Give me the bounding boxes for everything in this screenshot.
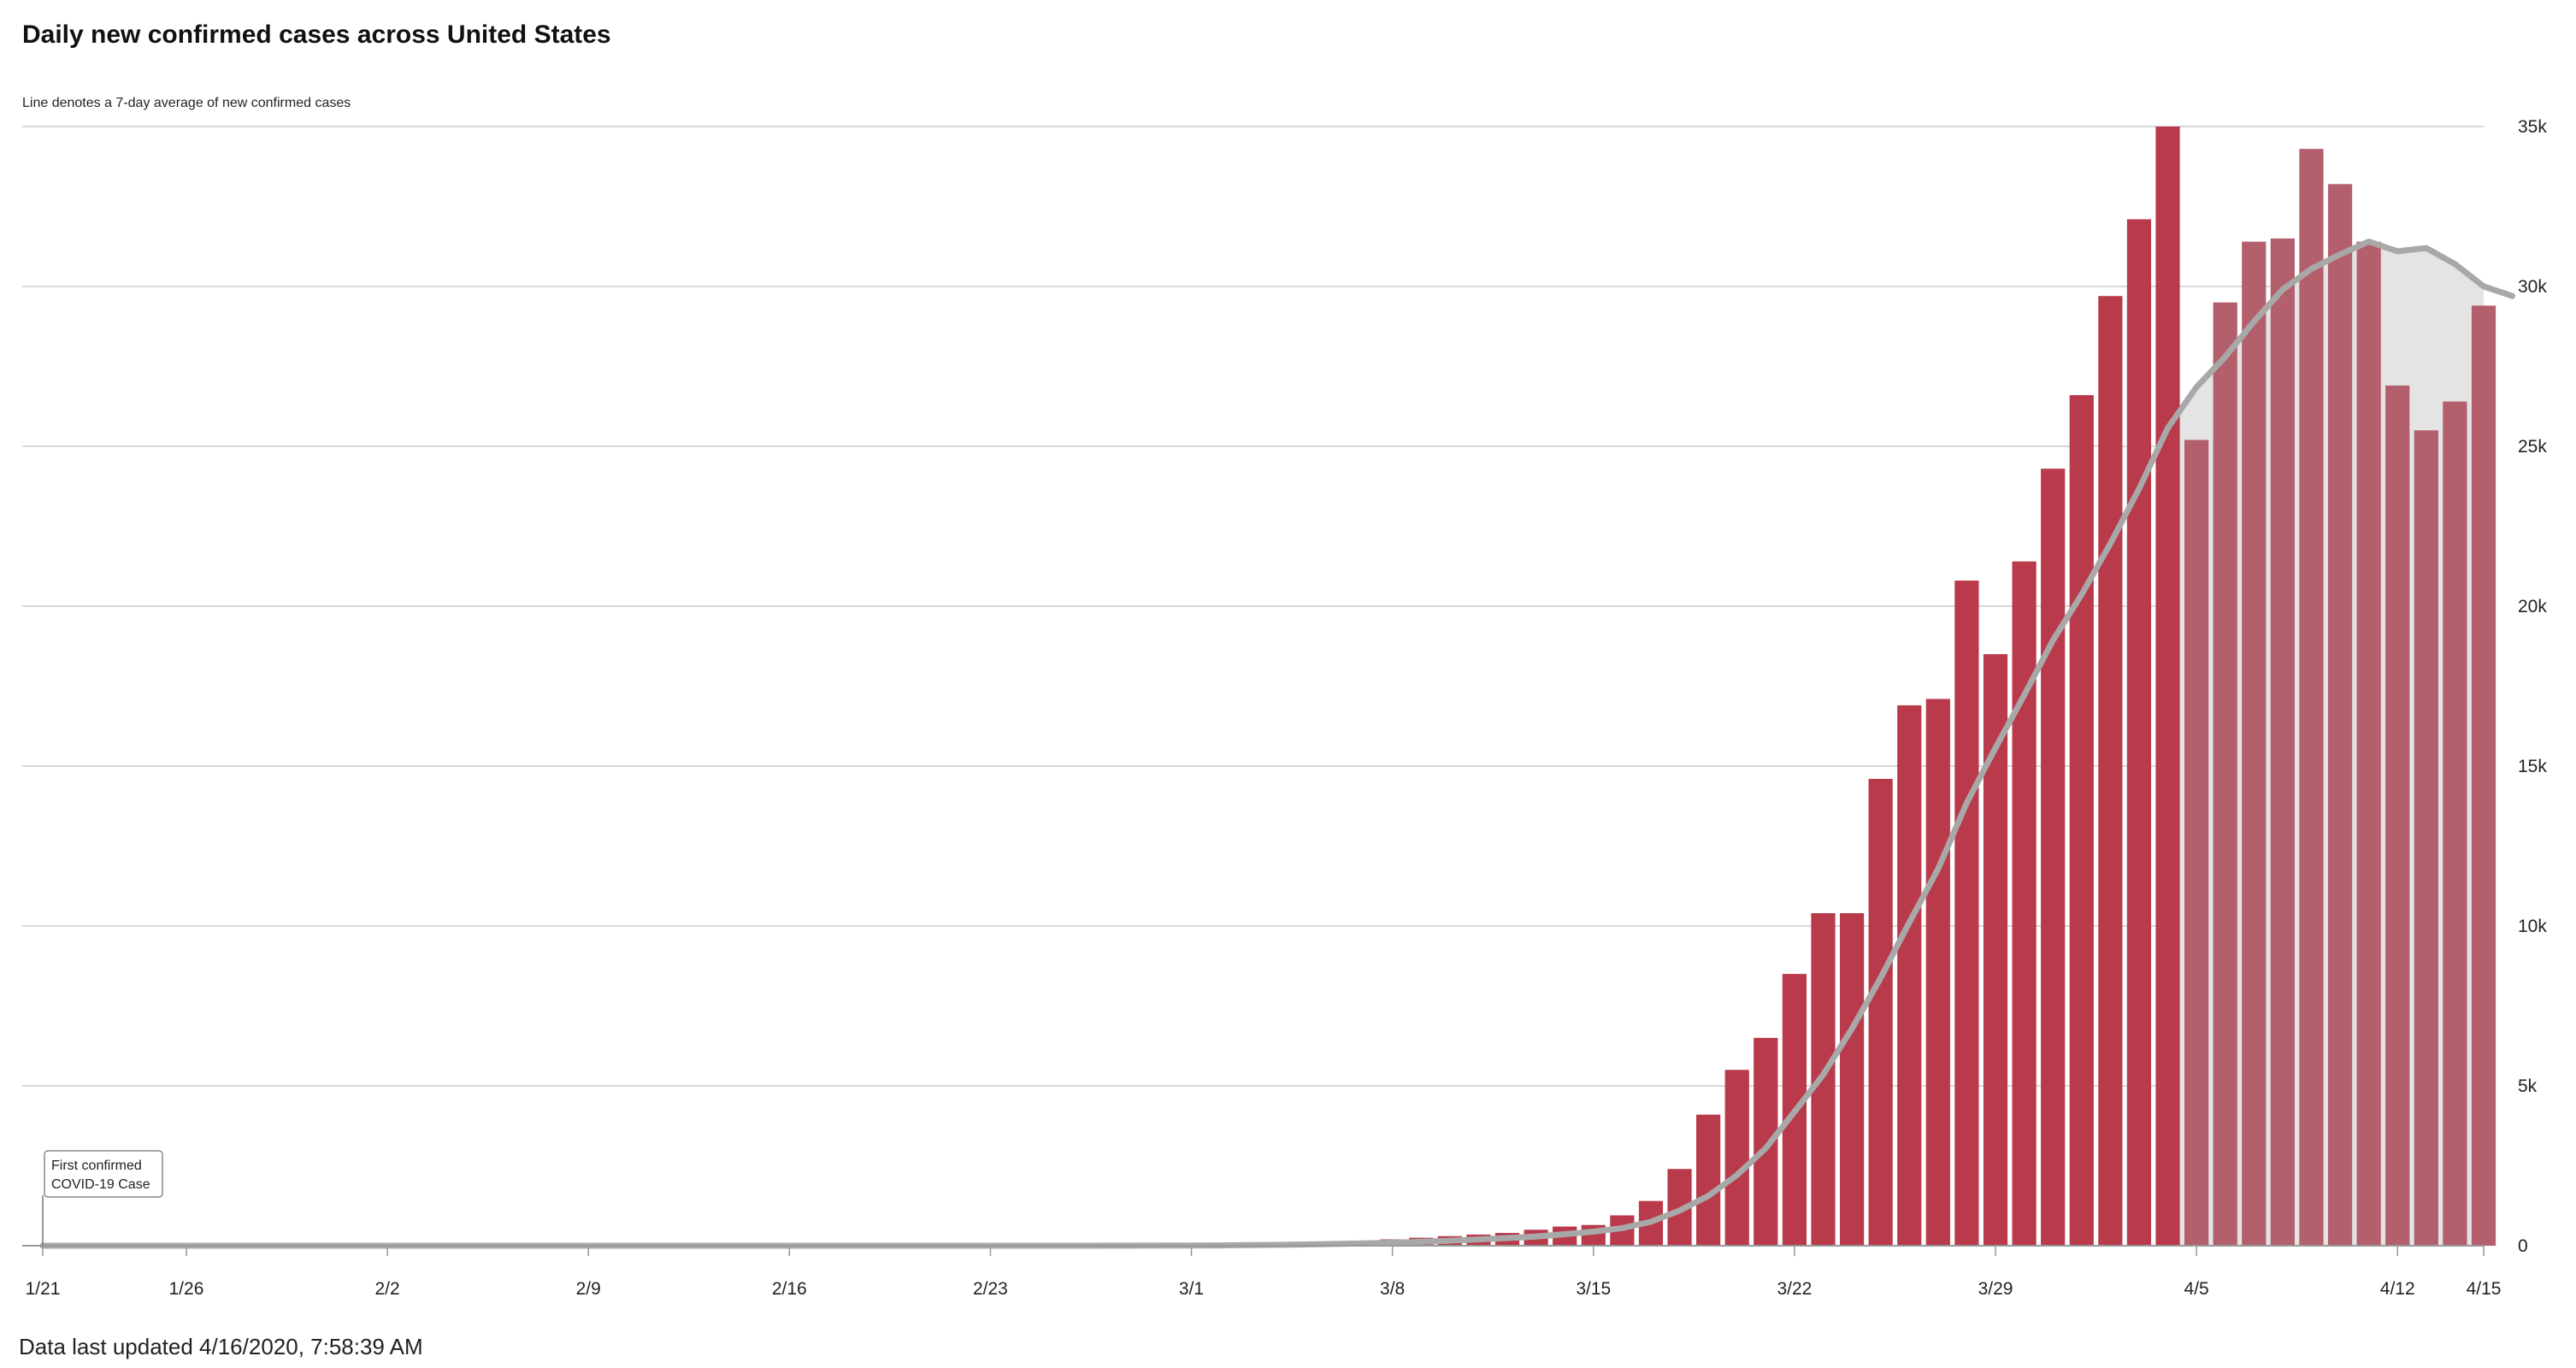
case-bar xyxy=(2270,238,2295,1246)
x-tick-label: 3/8 xyxy=(1380,1279,1405,1299)
x-tick-label: 3/1 xyxy=(1179,1279,1204,1299)
case-bar xyxy=(2471,305,2496,1247)
y-tick-label: 0 xyxy=(2518,1236,2528,1256)
case-bar xyxy=(2414,430,2438,1246)
case-bar xyxy=(2443,401,2467,1246)
case-bar xyxy=(1954,581,1979,1246)
first-case-annotation: First confirmed COVID-19 Case xyxy=(42,1150,163,1246)
case-bar xyxy=(1925,699,1950,1246)
y-tick-label: 10k xyxy=(2518,917,2547,936)
case-bar xyxy=(2385,385,2410,1246)
case-bar xyxy=(2327,184,2353,1246)
case-bar xyxy=(1724,1070,1749,1246)
annotation-text: COVID-19 Case xyxy=(51,1177,150,1192)
case-bar xyxy=(2184,439,2209,1246)
y-axis-labels: 0 5k 10k 15k 20k 25k 30k 35k xyxy=(2518,117,2547,1256)
x-tick-label: 2/23 xyxy=(973,1279,1008,1299)
y-tick-label: 25k xyxy=(2518,437,2547,457)
case-bar xyxy=(2041,469,2066,1246)
case-bar xyxy=(1897,705,1922,1246)
case-bar xyxy=(2155,127,2180,1246)
annotation-box xyxy=(44,1150,163,1198)
chart-title: Daily new confirmed cases across United … xyxy=(22,21,611,49)
y-tick-label: 35k xyxy=(2518,117,2547,137)
x-axis xyxy=(22,1245,2485,1256)
case-bar xyxy=(2012,561,2037,1246)
case-bar xyxy=(1839,913,1865,1246)
x-tick-label: 2/9 xyxy=(576,1279,601,1299)
annotation-text: First confirmed xyxy=(51,1159,142,1173)
case-bar xyxy=(2126,219,2152,1247)
y-tick-label: 30k xyxy=(2518,277,2547,297)
x-axis-labels: 1/21 1/26 2/2 2/9 2/16 2/23 3/1 3/8 3/15 3/22 3/29… xyxy=(26,1279,2502,1299)
case-bar xyxy=(1868,778,1893,1246)
case-bar xyxy=(2213,302,2237,1247)
x-tick-label: 2/16 xyxy=(772,1279,807,1299)
x-tick-label: 3/15 xyxy=(1576,1279,1611,1299)
case-bar xyxy=(2242,241,2267,1246)
case-bar xyxy=(2356,241,2381,1246)
x-tick-label: 1/26 xyxy=(169,1279,204,1299)
case-bar xyxy=(2299,149,2324,1247)
x-tick-label: 1/21 xyxy=(26,1279,61,1299)
y-tick-label: 20k xyxy=(2518,597,2547,616)
y-tick-label: 5k xyxy=(2518,1076,2538,1096)
case-bar xyxy=(2098,296,2123,1247)
last-updated-note: Data last updated 4/16/2020, 7:58:39 AM xyxy=(19,1334,423,1359)
y-tick-label: 15k xyxy=(2518,757,2547,776)
bars xyxy=(30,127,2496,1247)
x-tick-label: 4/15 xyxy=(2467,1279,2502,1299)
x-tick-label: 3/29 xyxy=(1978,1279,2013,1299)
x-tick-label: 4/12 xyxy=(2380,1279,2415,1299)
case-bar xyxy=(2069,395,2094,1246)
x-tick-label: 4/5 xyxy=(2184,1279,2209,1299)
chart-subtitle: Line denotes a 7-day average of new conf… xyxy=(22,96,351,110)
x-tick-label: 3/22 xyxy=(1777,1279,1812,1299)
x-tick-label: 2/2 xyxy=(374,1279,399,1299)
case-bar xyxy=(1696,1114,1721,1246)
